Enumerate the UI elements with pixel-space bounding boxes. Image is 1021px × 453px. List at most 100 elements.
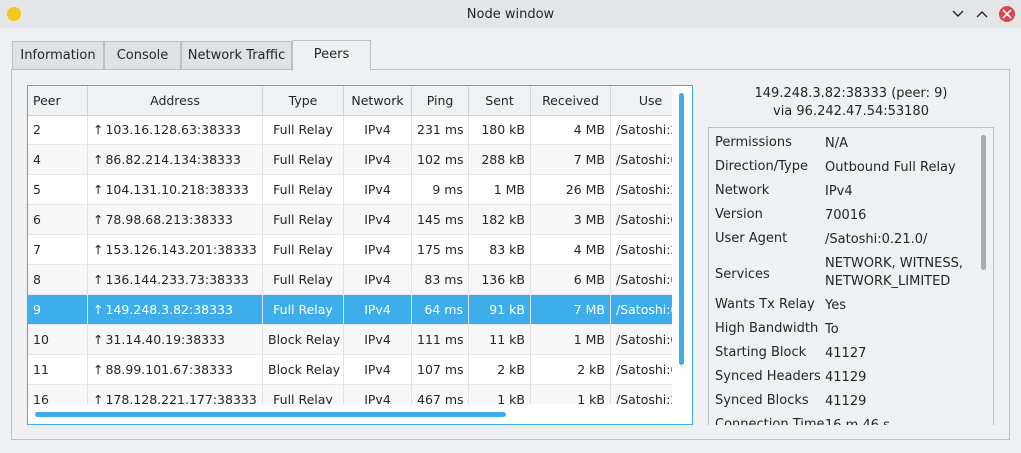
detail-label: Synced Headers xyxy=(715,369,821,384)
detail-label: User Agent xyxy=(715,231,788,246)
cell: IPv4 xyxy=(344,145,412,175)
cell: 9 ms xyxy=(412,175,469,205)
cell: /Satoshi:0 xyxy=(611,265,672,295)
cell: 136.144.233.73:38333 xyxy=(88,265,263,295)
horizontal-scrollbar[interactable] xyxy=(35,412,506,417)
cell: 7 MB xyxy=(531,295,611,325)
peer-heading: 149.248.3.82:38333 (peer: 9) xyxy=(754,86,948,101)
cell: /Satoshi:0 xyxy=(611,145,672,175)
cell: 6 xyxy=(28,205,88,235)
cell: /Satoshi:0 xyxy=(611,325,672,355)
peer-via: via 96.242.47.54:53180 xyxy=(773,104,929,119)
column-header[interactable]: Address xyxy=(88,86,263,115)
cell: IPv4 xyxy=(344,295,412,325)
cell: 3 MB xyxy=(531,205,611,235)
tab[interactable]: Console xyxy=(104,41,181,69)
cell: 153.126.143.201:38333 xyxy=(88,235,263,265)
cell: Full Relay xyxy=(263,385,344,404)
vertical-scrollbar[interactable] xyxy=(679,93,684,365)
column-header[interactable]: Peer xyxy=(28,86,88,115)
cell: 83 ms xyxy=(412,265,469,295)
peer-table: Peer Address Type Network Ping Sent Received Us… xyxy=(27,85,693,425)
cell: 104.131.10.218:38333 xyxy=(88,175,263,205)
column-header[interactable]: Sent xyxy=(469,86,531,115)
cell: 7 MB xyxy=(531,145,611,175)
detail-value: 16 m 46 s xyxy=(825,417,970,425)
detail-value: 70016 xyxy=(825,208,867,223)
cell: 11 xyxy=(28,355,88,385)
cell: 9 xyxy=(28,295,88,325)
detail-value: IPv4 xyxy=(825,184,853,199)
peer-details: Permissions N/A Direction/Type Outbound Ful… xyxy=(708,127,994,425)
cell: 1 kB xyxy=(531,385,611,404)
detail-value: N/A xyxy=(825,136,848,151)
cell: 1 MB xyxy=(531,325,611,355)
tab[interactable]: Information xyxy=(12,41,104,69)
cell: 288 kB xyxy=(469,145,531,175)
cell: 149.248.3.82:38333 xyxy=(88,295,263,325)
cell: 7 xyxy=(28,235,88,265)
column-header[interactable]: Ping xyxy=(412,86,469,115)
detail-label: Starting Block xyxy=(715,345,807,360)
details-scrollbar[interactable] xyxy=(981,135,986,270)
cell: 2 kB xyxy=(469,355,531,385)
cell: 180 kB xyxy=(469,115,531,145)
table-grid: Peer Address Type Network Ping Sent Received Us… xyxy=(28,86,672,404)
cell: 231 ms xyxy=(412,115,469,145)
cell: /Satoshi:2 xyxy=(611,235,672,265)
detail-value: 41129 xyxy=(825,370,867,385)
detail-value: NETWORK, WITNESS, NETWORK_LIMITED xyxy=(825,256,963,289)
cell: 88.99.101.67:38333 xyxy=(88,355,263,385)
cell: IPv4 xyxy=(344,175,412,205)
cell: 2 kB xyxy=(531,355,611,385)
cell: 4 MB xyxy=(531,235,611,265)
cell: 86.82.214.134:38333 xyxy=(88,145,263,175)
cell: 26 MB xyxy=(531,175,611,205)
cell: 5 xyxy=(28,175,88,205)
cell: Full Relay xyxy=(263,235,344,265)
window-controls[interactable] xyxy=(950,6,1020,24)
detail-label: Wants Tx Relay xyxy=(715,297,815,312)
cell: 11 kB xyxy=(469,325,531,355)
column-header[interactable]: Use xyxy=(611,86,672,115)
cell: 1 kB xyxy=(469,385,531,404)
cell: IPv4 xyxy=(344,265,412,295)
title-bar: Node window xyxy=(0,0,1021,28)
cell: Full Relay xyxy=(263,175,344,205)
cell: Full Relay xyxy=(263,295,344,325)
tab-active[interactable]: Peers xyxy=(292,40,371,71)
cell: 8 xyxy=(28,265,88,295)
cell: 136 kB xyxy=(469,265,531,295)
cell: 175 ms xyxy=(412,235,469,265)
cell: 178.128.221.177:38333 xyxy=(88,385,263,404)
cell: Block Relay xyxy=(263,325,344,355)
detail-label: High Bandwidth xyxy=(715,321,819,336)
cell: 107 ms xyxy=(412,355,469,385)
window-title: Node window xyxy=(466,7,555,22)
cell: 1 MB xyxy=(469,175,531,205)
cell: 64 ms xyxy=(412,295,469,325)
tab[interactable]: Network Traffic xyxy=(181,41,292,69)
column-header[interactable]: Received xyxy=(531,86,611,115)
cell: Full Relay xyxy=(263,145,344,175)
cell: /Satoshi:0 xyxy=(611,355,672,385)
cell: Full Relay xyxy=(263,115,344,145)
cell: IPv4 xyxy=(344,235,412,265)
column-header[interactable]: Network xyxy=(344,86,412,115)
cell: IPv4 xyxy=(344,325,412,355)
cell: 78.98.68.213:38333 xyxy=(88,205,263,235)
detail-label: Version xyxy=(715,207,763,222)
column-header[interactable]: Type xyxy=(263,86,344,115)
detail-value: 41129 xyxy=(825,394,867,409)
